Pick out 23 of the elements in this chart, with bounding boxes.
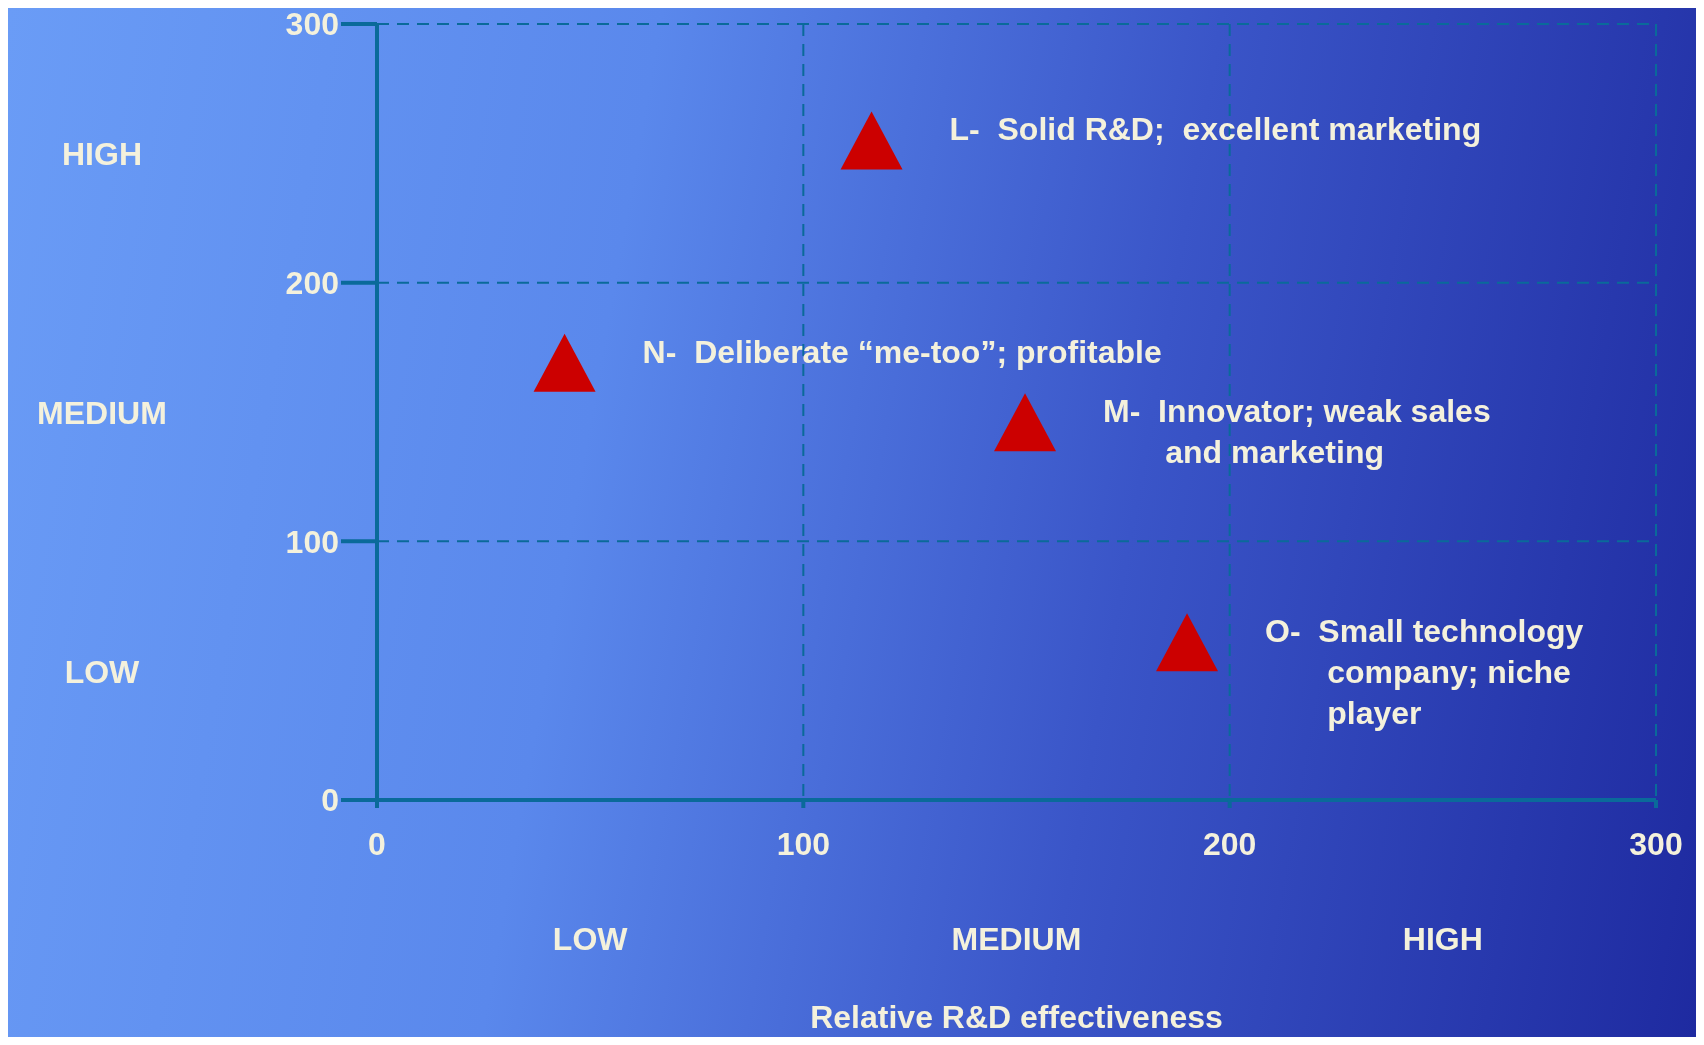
- text: HIGH: [1402, 921, 1483, 957]
- x-tick-label: 200: [1202, 825, 1257, 862]
- y-tick-label: 0: [321, 782, 339, 819]
- y-tick-label: 200: [285, 265, 339, 302]
- text: MEDIUM: [951, 921, 1082, 957]
- point: [1156, 613, 1219, 672]
- x-tick-label: 300: [1629, 825, 1683, 862]
- x-tick-label: 0: [368, 825, 386, 862]
- text: HIGH: [62, 136, 142, 173]
- x-axis-title: Relative R&D effectiveness: [810, 999, 1223, 1035]
- annotation: M- Innovator; weak sales and marketing: [1103, 393, 1491, 471]
- annotation: N- Deliberate “me-too”; profitable: [642, 333, 1162, 370]
- annotation: L- Solid R&D; excellent marketing: [949, 111, 1482, 148]
- y-tick-label: 100: [285, 523, 339, 560]
- text: MEDIUM: [37, 395, 167, 431]
- point: [994, 393, 1057, 452]
- annotation: O- Small technology company; niche player: [1265, 613, 1584, 732]
- y-tick-label: 300: [285, 6, 339, 43]
- x-tick-label: 100: [776, 825, 831, 862]
- point: [533, 333, 596, 392]
- text: LOW: [552, 921, 629, 957]
- point: [840, 111, 903, 170]
- text: LOW: [64, 653, 141, 690]
